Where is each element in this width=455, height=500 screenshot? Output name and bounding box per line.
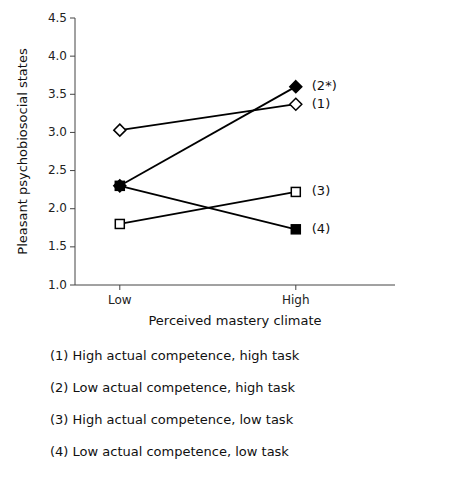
marker (115, 219, 124, 228)
x-tick-label: Low (108, 293, 132, 307)
marker (291, 225, 300, 234)
x-axis-label: Perceived mastery climate (148, 313, 321, 328)
y-tick-label: 1.0 (48, 278, 67, 292)
annotation: (1) High actual competence, high task (50, 348, 300, 363)
y-tick-label: 1.5 (48, 239, 67, 253)
background (0, 0, 455, 500)
marker (114, 180, 126, 192)
series-label: (2*) (312, 78, 337, 93)
series-labels: (1) (2*) (3) (4) (312, 78, 337, 236)
y-tick (70, 285, 75, 286)
marker (115, 181, 124, 190)
marker (290, 98, 302, 110)
series-line (120, 104, 296, 130)
y-tick-label: 4.5 (48, 11, 67, 25)
y-axis-label: Pleasant psychobiosocial states (15, 48, 30, 255)
marker (290, 81, 302, 93)
x-axis (75, 285, 395, 286)
x-tick (295, 285, 296, 290)
y-tick (70, 170, 75, 171)
y-tick (70, 94, 75, 95)
annotation: (3) High actual competence, low task (50, 412, 294, 427)
plot-area (114, 81, 302, 234)
y-tick-label: 3.0 (48, 125, 67, 139)
series-label: (4) (312, 221, 330, 236)
y-tick (70, 18, 75, 19)
y-tick-label: 4.0 (48, 49, 67, 63)
annotation: (4) Low actual competence, low task (50, 444, 289, 459)
marker (114, 124, 126, 136)
series-label: (1) (312, 96, 330, 111)
y-tick (70, 246, 75, 247)
y-tick (70, 208, 75, 209)
x-tick (119, 285, 120, 290)
y-tick (70, 56, 75, 57)
y-tick-label: 2.5 (48, 163, 67, 177)
y-tick (70, 132, 75, 133)
series-label: (3) (312, 183, 330, 198)
annotation: (2) Low actual competence, high task (50, 380, 296, 395)
series-line (120, 87, 296, 186)
x-tick-label: High (282, 293, 310, 307)
y-axis (75, 18, 76, 285)
series-line (120, 186, 296, 229)
chart: 1.0 1.5 2.0 2.5 3.0 3.5 4.0 4.5 Low High Perceived… (0, 0, 455, 500)
y-tick-label: 2.0 (48, 201, 67, 215)
marker (291, 187, 300, 196)
y-tick-label: 3.5 (48, 87, 67, 101)
